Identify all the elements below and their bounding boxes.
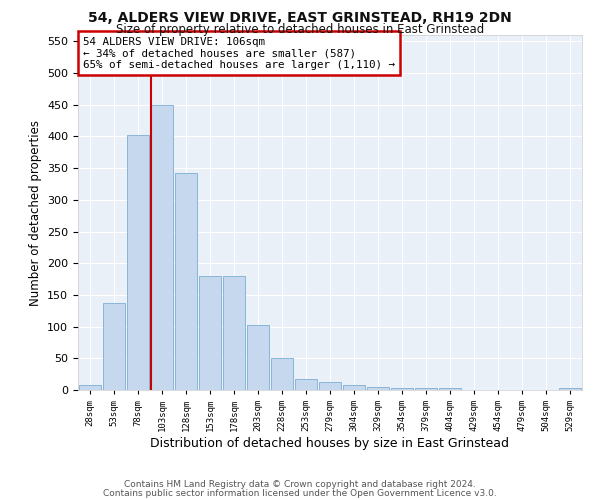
X-axis label: Distribution of detached houses by size in East Grinstead: Distribution of detached houses by size … (151, 437, 509, 450)
Text: Contains public sector information licensed under the Open Government Licence v3: Contains public sector information licen… (103, 488, 497, 498)
Text: Size of property relative to detached houses in East Grinstead: Size of property relative to detached ho… (116, 22, 484, 36)
Bar (151, 106, 173, 390)
Text: 54 ALDERS VIEW DRIVE: 106sqm
← 34% of detached houses are smaller (587)
65% of s: 54 ALDERS VIEW DRIVE: 106sqm ← 34% of de… (83, 37, 395, 70)
Bar (295, 379, 317, 390)
Bar (247, 324, 269, 390)
Bar (415, 388, 437, 390)
Bar (391, 388, 413, 390)
Text: 54, ALDERS VIEW DRIVE, EAST GRINSTEAD, RH19 2DN: 54, ALDERS VIEW DRIVE, EAST GRINSTEAD, R… (88, 11, 512, 25)
Bar (79, 385, 101, 390)
Bar (319, 382, 341, 390)
Text: Contains HM Land Registry data © Crown copyright and database right 2024.: Contains HM Land Registry data © Crown c… (124, 480, 476, 489)
Bar (559, 388, 581, 390)
Bar (127, 135, 149, 390)
Bar (175, 172, 197, 390)
Bar (223, 276, 245, 390)
Y-axis label: Number of detached properties: Number of detached properties (29, 120, 41, 306)
Bar (271, 358, 293, 390)
Bar (199, 276, 221, 390)
Bar (103, 302, 125, 390)
Bar (439, 388, 461, 390)
Bar (343, 385, 365, 390)
Bar (367, 387, 389, 390)
